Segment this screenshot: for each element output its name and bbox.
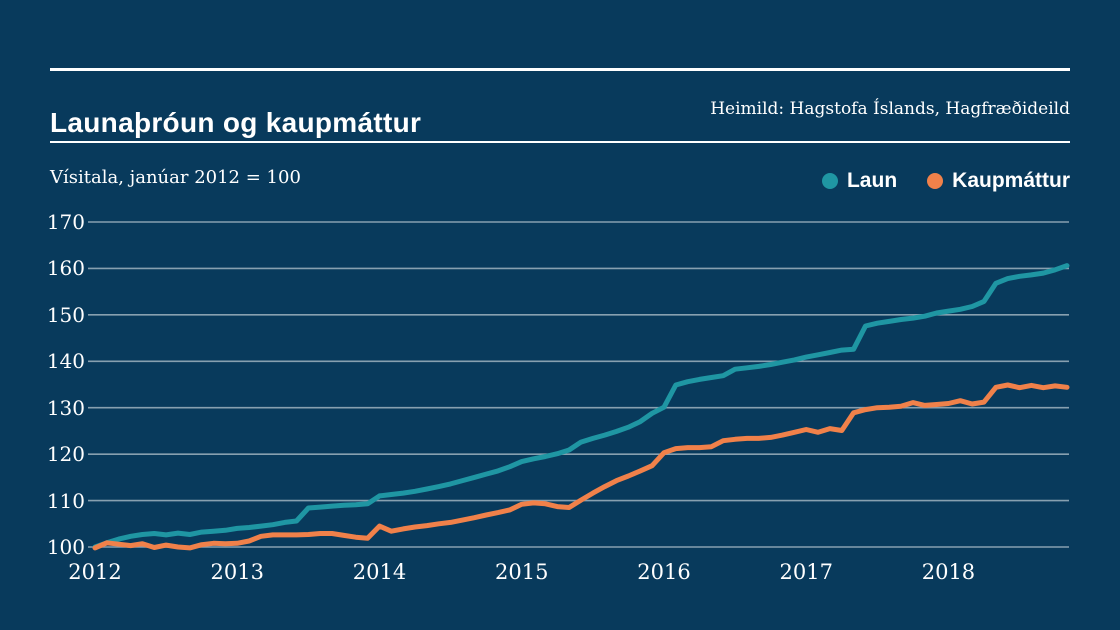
header-top-rule	[50, 68, 1070, 71]
y-tick-label: 120	[46, 442, 85, 467]
legend-item-laun: Laun	[821, 169, 898, 193]
x-tick-label: 2015	[494, 560, 549, 584]
y-tick-label: 140	[46, 349, 85, 374]
x-tick-label: 2017	[779, 560, 833, 584]
header-bottom-rule	[50, 141, 1070, 143]
axis-unit-label: Vísitala, janúar 2012 = 100	[50, 167, 301, 188]
y-tick-label: 150	[46, 302, 85, 327]
legend: Laun Kaupmáttur	[821, 169, 1070, 193]
kaupmattur-line	[92, 382, 1070, 551]
kaupmattur-legend-dot-icon	[927, 173, 944, 189]
legend-label-laun: Laun	[846, 169, 898, 192]
x-tick-label: 2016	[637, 560, 691, 584]
laun-legend-dot-icon	[821, 173, 838, 189]
source-note: Heimild: Hagstofa Íslands, Hagfræðideild	[710, 99, 1070, 119]
x-tick-label: 2014	[352, 560, 407, 584]
y-tick-label: 110	[46, 488, 85, 513]
legend-label-kaupmattur: Kaupmáttur	[952, 169, 1070, 192]
y-tick-label: 160	[46, 256, 85, 281]
legend-item-kaupmattur: Kaupmáttur	[927, 169, 1070, 193]
y-tick-label: 100	[46, 535, 85, 559]
laun-line	[92, 263, 1070, 550]
x-tick-label: 2018	[921, 560, 976, 584]
y-tick-label: 170	[46, 209, 85, 234]
page-title: Launaþróun og kaupmáttur	[50, 106, 422, 138]
x-tick-label: 2013	[210, 560, 264, 584]
x-tick-label: 2012	[68, 560, 122, 584]
y-tick-label: 130	[46, 395, 85, 420]
